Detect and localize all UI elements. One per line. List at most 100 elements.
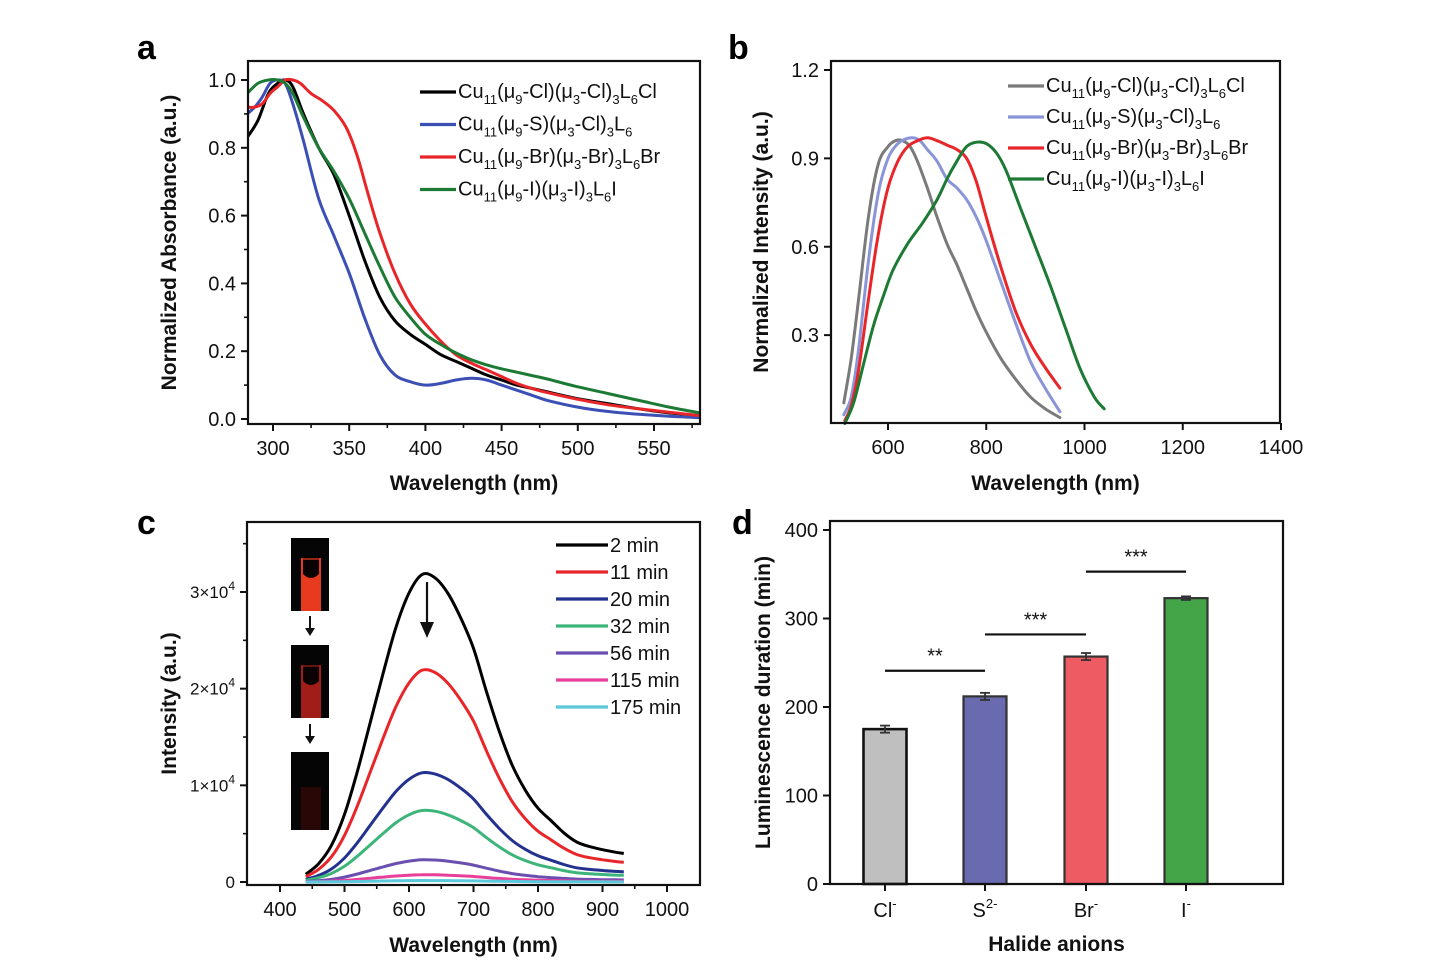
y-tick-label: 3×104 <box>190 579 235 602</box>
series-line-56 min <box>305 858 624 883</box>
series-line-20 min <box>305 770 624 881</box>
y-tick-label: 100 <box>785 786 818 808</box>
x-tick-label: 300 <box>256 438 289 460</box>
bar-Br <box>1063 655 1109 886</box>
x-tick-label: 500 <box>561 438 594 460</box>
plot-frame <box>828 519 1285 886</box>
y-tick-label: 0 <box>226 873 235 892</box>
y-tick-label: 1.2 <box>791 60 819 82</box>
legend-label: 32 min <box>610 616 670 638</box>
legend-label: Cu11(μ9-S)(μ3-Cl)3L6 <box>1046 106 1220 132</box>
bar-Cl <box>862 727 908 886</box>
vial-photo-2 <box>291 645 329 718</box>
series-line-Cu11(μ9-Br)(μ3-Br)3L6Br <box>248 77 700 418</box>
legend-label: 2 min <box>610 535 659 557</box>
series-line-175 min <box>305 879 624 884</box>
series-line-2 min <box>304 572 625 876</box>
x-tick-label: 800 <box>970 437 1003 459</box>
x-axis-title: Wavelength (nm) <box>971 472 1139 495</box>
x-tick-label: 1400 <box>1259 437 1304 459</box>
legend-label: Cu11(μ9-S)(μ3-Cl)3L6 <box>458 114 632 140</box>
panel-c-time-intensity-chart: 400 500 600 700 800 900 1000 0 1×104 2×104 3×104 Wa… <box>158 520 702 957</box>
x-tick-label: S2- <box>973 896 998 922</box>
y-tick-label: 0.0 <box>208 409 236 431</box>
y-tick-label: 0.8 <box>208 138 236 160</box>
series-line-Cu11(μ9-Br)(μ3-Br)3L6Br <box>843 136 1062 423</box>
y-tick-label: 2×104 <box>190 676 235 699</box>
x-tick-label: Cl- <box>873 896 896 922</box>
panel-label-a: a <box>137 29 157 67</box>
vial-photo-3 <box>291 752 329 830</box>
x-tick-label: 700 <box>457 899 490 921</box>
y-tick-label: 0.3 <box>791 325 819 347</box>
series-line-11 min <box>305 668 624 879</box>
x-axis-title: Halide anions <box>988 933 1125 956</box>
x-axis-title: Wavelength (nm) <box>390 472 558 495</box>
plot-frame <box>246 59 702 426</box>
legend-label: Cu11(μ9-Br)(μ3-Br)3L6Br <box>458 146 661 172</box>
y-axis-title: Normalized Intensity (a.u.) <box>750 111 773 372</box>
series-line-32 min <box>305 808 624 882</box>
x-tick-label: 500 <box>328 899 361 921</box>
panel-label-b: b <box>728 29 749 67</box>
legend-label: Cu11(μ9-Cl)(μ3-Cl)3L6Cl <box>1046 75 1245 101</box>
panel-b-emission-chart: 600 800 1000 1200 1400 0.3 0.6 0.9 1.2 Wavelength… <box>750 59 1304 495</box>
legend-label: Cu11(μ9-I)(μ3-I)3L6I <box>1046 168 1205 194</box>
decrease-arrow-head <box>420 622 434 638</box>
x-tick-label: 550 <box>637 438 670 460</box>
legend-label: 175 min <box>610 697 681 719</box>
x-tick-label: Br- <box>1074 896 1098 922</box>
vial-meniscus <box>303 558 319 578</box>
y-tick-label: 0.9 <box>791 148 819 170</box>
x-tick-label: 800 <box>521 899 554 921</box>
vial-glow <box>301 787 321 830</box>
bar-S <box>962 695 1008 886</box>
legend-label: 115 min <box>610 670 680 692</box>
x-tick-label: 600 <box>392 899 425 921</box>
y-axis-title: Intensity (a.u.) <box>158 632 181 774</box>
x-tick-label: I- <box>1181 896 1191 922</box>
panel-label-c: c <box>137 504 156 542</box>
series-line-Cu11(μ9-Cl)(μ3-Cl)3L6Cl <box>842 138 1062 420</box>
series-line-Cu11(μ9-I)(μ3-I)3L6I <box>248 78 700 415</box>
legend-label: 56 min <box>610 643 670 665</box>
legend-label: 20 min <box>610 589 670 611</box>
x-tick-label: 350 <box>333 438 366 460</box>
series-line-Cu11(μ9-I)(μ3-I)3L6I <box>843 140 1106 425</box>
y-tick-label: 0.2 <box>208 341 236 363</box>
legend-label: Cu11(μ9-Br)(μ3-Br)3L6Br <box>1046 137 1249 163</box>
x-tick-label: 1000 <box>1062 437 1107 459</box>
y-tick-label: 1×104 <box>190 772 235 795</box>
x-tick-label: 600 <box>871 437 904 459</box>
x-tick-label: 400 <box>263 899 296 921</box>
x-tick-label: 1000 <box>645 899 690 921</box>
bar-I <box>1163 597 1209 886</box>
vial-photo-1 <box>291 538 329 611</box>
y-tick-label: 0.4 <box>208 273 236 295</box>
significance-label: *** <box>1124 547 1148 569</box>
significance-label: ** <box>927 646 943 668</box>
x-tick-label: 400 <box>409 438 442 460</box>
x-tick-label: 900 <box>586 899 619 921</box>
x-axis-title: Wavelength (nm) <box>389 934 557 957</box>
y-tick-label: 1.0 <box>208 70 236 92</box>
y-tick-label: 0.6 <box>791 237 819 259</box>
y-tick-label: 400 <box>785 520 818 542</box>
y-axis-title: Luminescence duration (min) <box>752 556 775 849</box>
legend-label: Cu11(μ9-I)(μ3-I)3L6I <box>458 179 617 205</box>
series-line-Cu11(μ9-S)(μ3-Cl)3L6 <box>842 136 1062 417</box>
x-tick-label: 450 <box>485 438 518 460</box>
y-tick-label: 0.6 <box>208 206 236 228</box>
vial-arrow-head <box>305 736 315 744</box>
panel-a-absorbance-chart: 300 350 400 450 500 550 0.0 0.2 0.4 0.6 0.8 1.0 Wave… <box>158 59 702 495</box>
legend-label: 11 min <box>610 562 669 584</box>
x-tick-label: 1200 <box>1161 437 1206 459</box>
legend-label: Cu11(μ9-Cl)(μ3-Cl)3L6Cl <box>458 81 657 107</box>
panel-label-d: d <box>732 504 753 542</box>
y-axis-title: Normalized Absorbance (a.u.) <box>158 95 181 391</box>
vial-meniscus <box>303 665 319 685</box>
y-tick-label: 0 <box>807 874 818 896</box>
significance-label: *** <box>1024 609 1048 631</box>
